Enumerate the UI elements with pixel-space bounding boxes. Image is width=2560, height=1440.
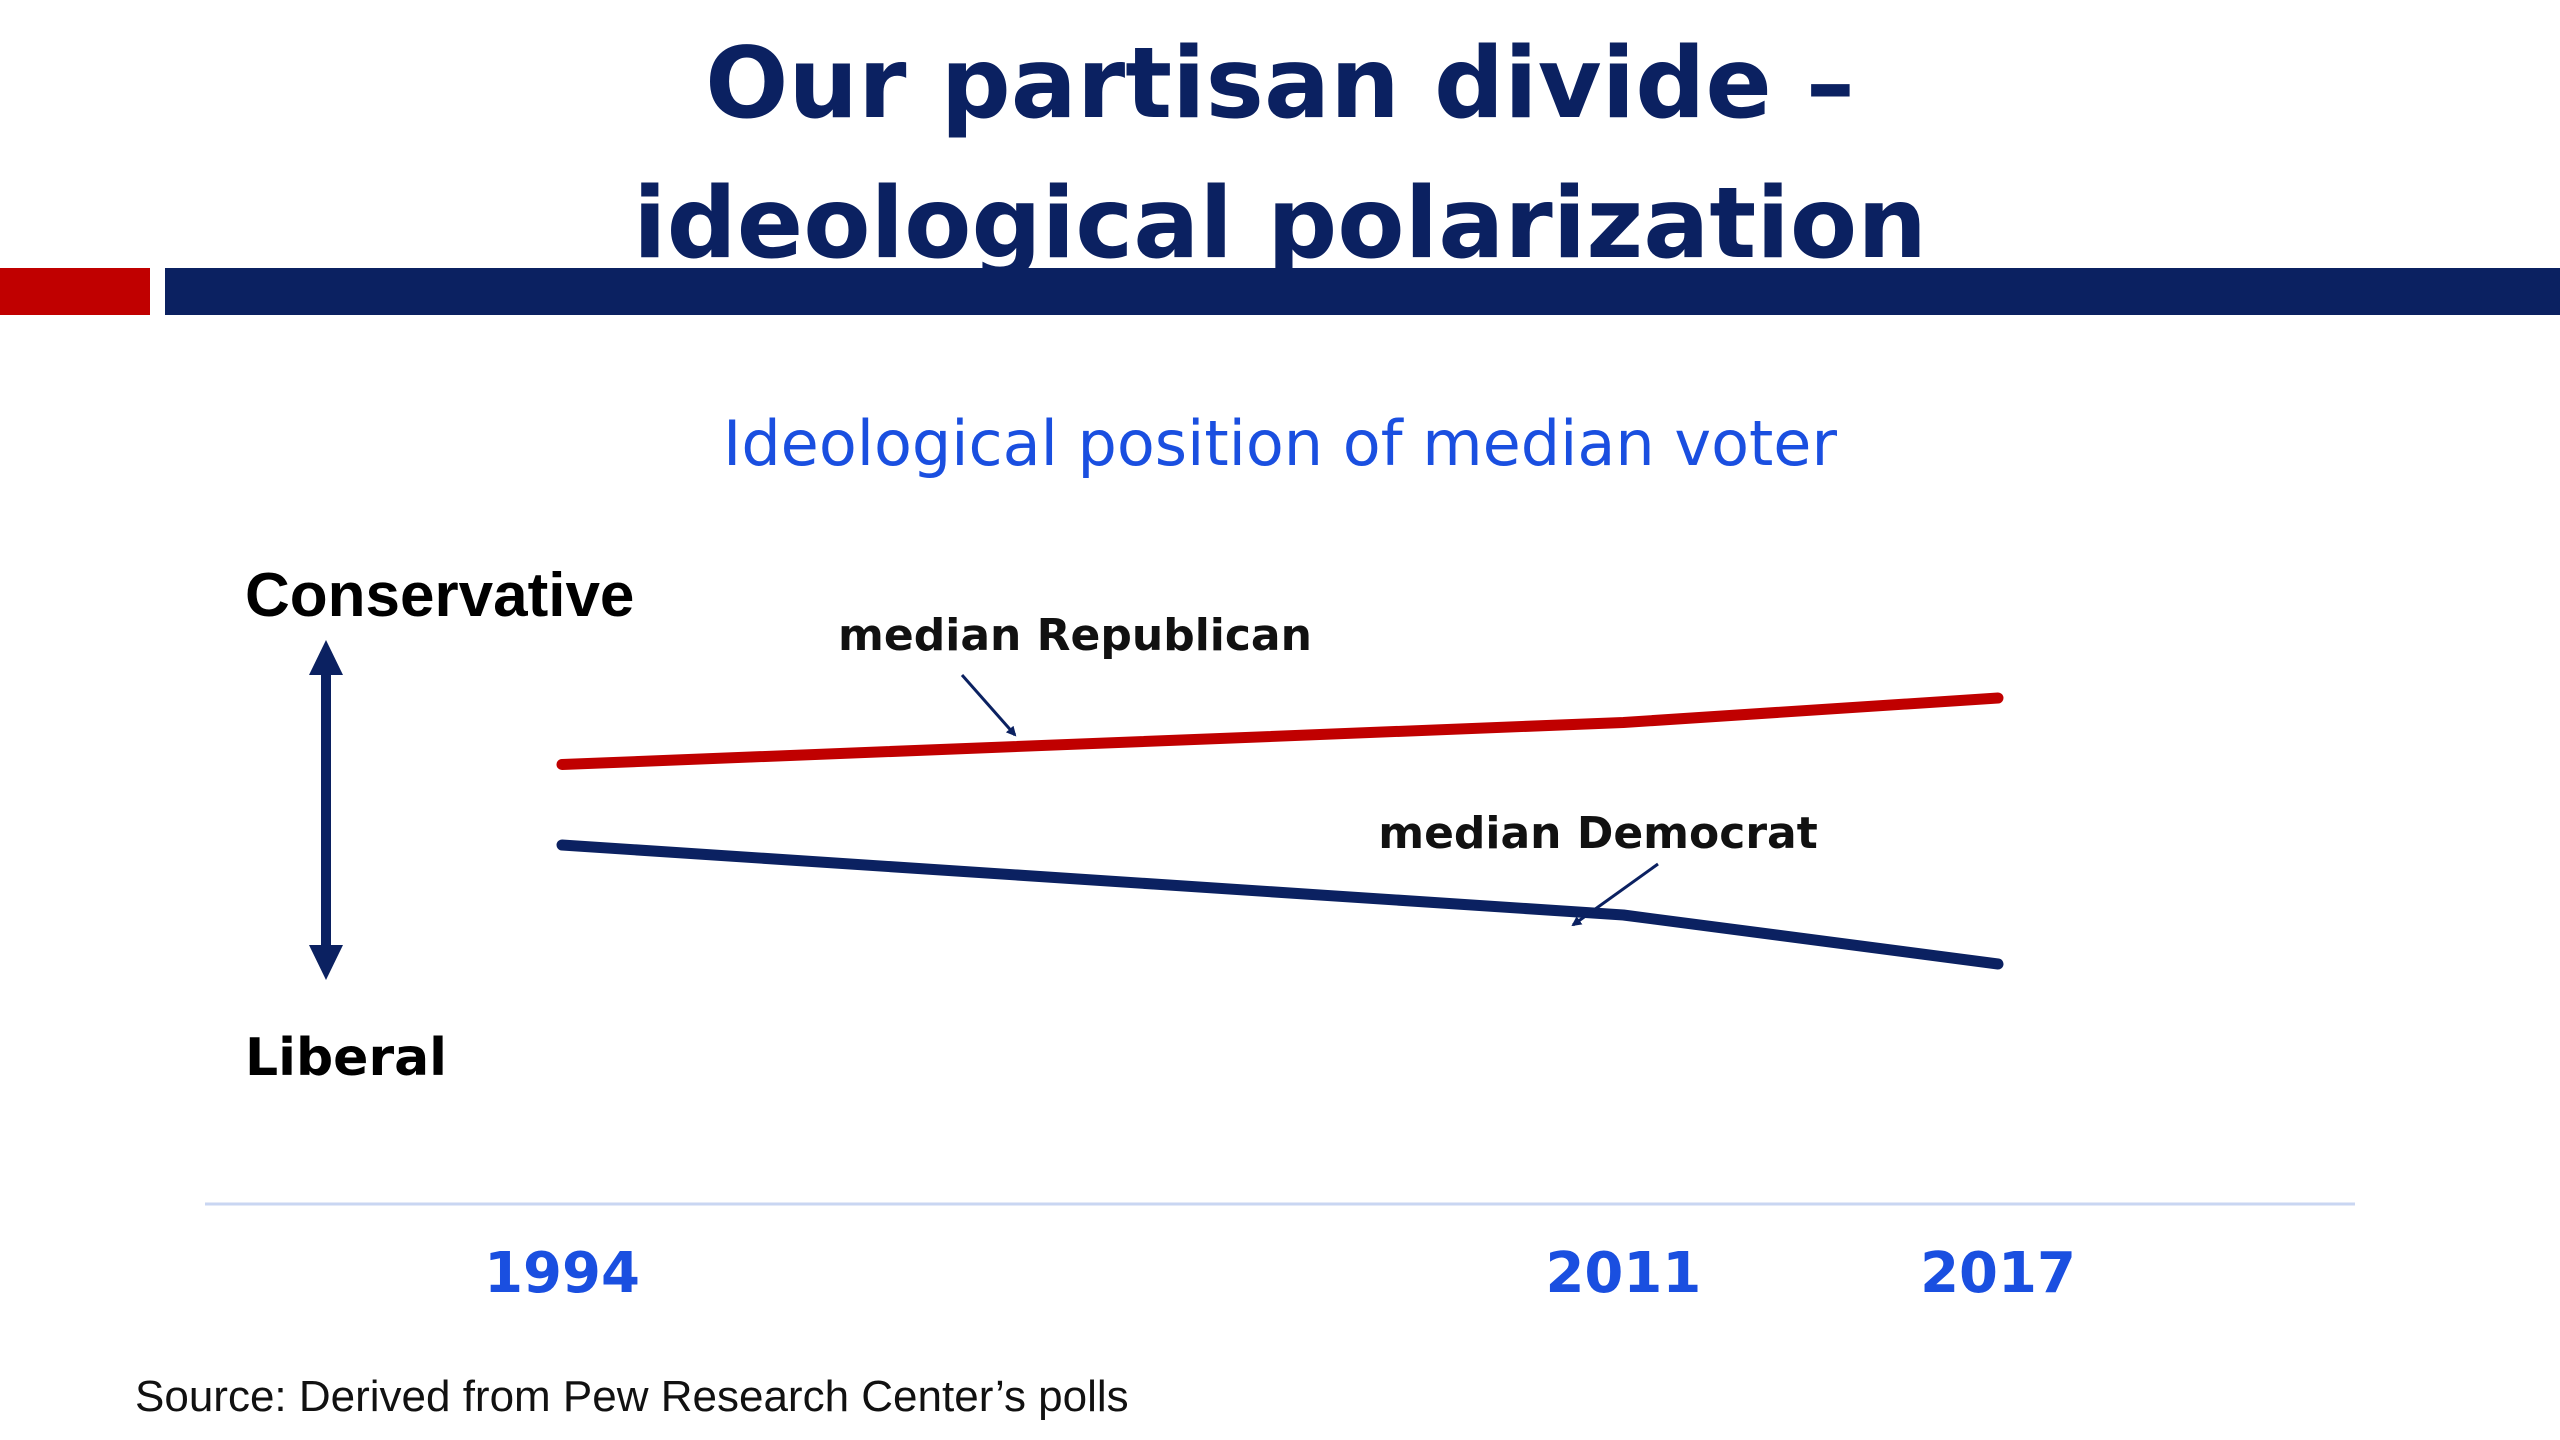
republican-pointer-arrow xyxy=(960,674,1017,737)
series-line-republican xyxy=(556,692,2004,770)
y-axis-double-arrow xyxy=(309,640,343,980)
slide-title: Our partisan divide – ideological polari… xyxy=(0,14,2560,294)
series-line-democrat xyxy=(556,839,2004,970)
y-axis-bottom-label: Liberal xyxy=(245,1028,447,1088)
democrat-pointer-arrow xyxy=(1571,862,1659,927)
title-rule-navy xyxy=(165,268,2560,315)
title-line-2: ideological polarization xyxy=(633,167,1927,281)
series-label-democrat: median Democrat xyxy=(1378,808,1818,859)
x-tick-label-1994: 1994 xyxy=(484,1241,640,1306)
x-tick-label-2017: 2017 xyxy=(1920,1241,2076,1306)
series-layer xyxy=(556,692,2004,970)
chart-title: Ideological position of median voter xyxy=(723,407,1837,480)
source-note: Source: Derived from Pew Research Center… xyxy=(135,1372,1129,1421)
title-line-1: Our partisan divide – xyxy=(705,27,1855,141)
x-tick-label-2011: 2011 xyxy=(1545,1241,1701,1306)
title-rule-red xyxy=(0,268,150,315)
x-tick-layer: 1994 2011 2017 xyxy=(484,1241,2076,1306)
y-axis-top-label: Conservative xyxy=(245,561,634,630)
series-label-republican: median Republican xyxy=(838,610,1312,661)
